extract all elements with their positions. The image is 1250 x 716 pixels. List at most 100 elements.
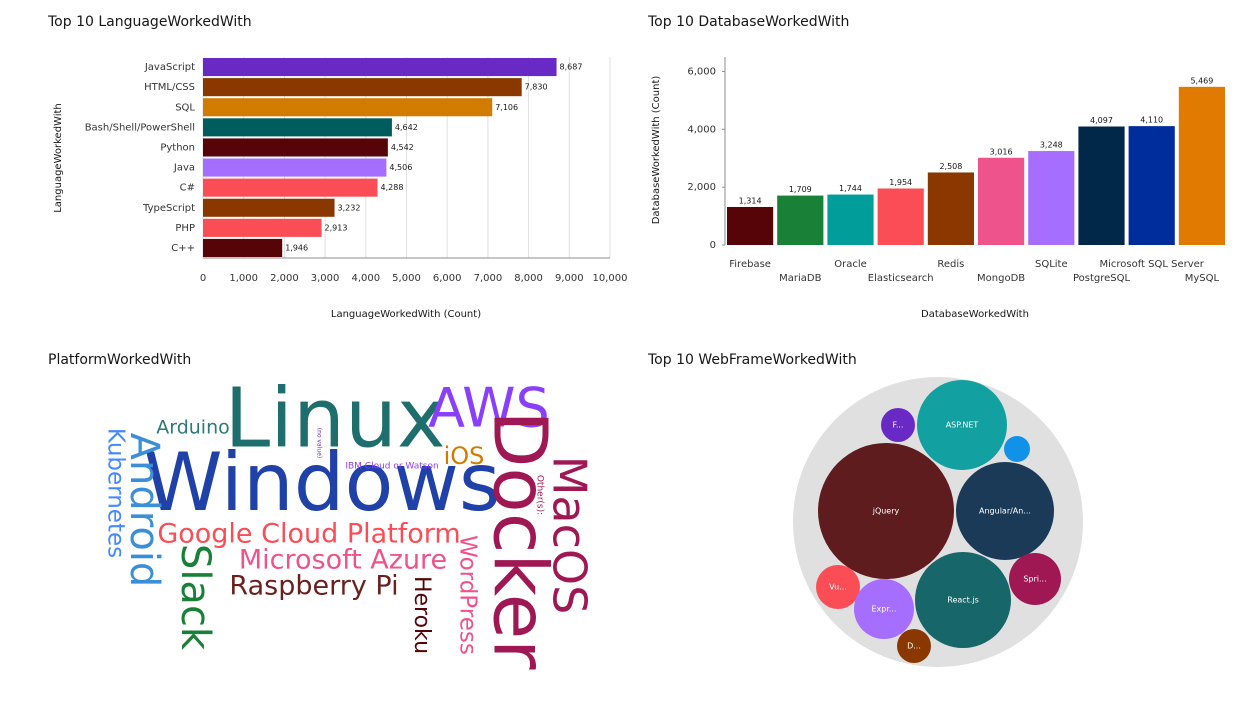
x-tick-label: 9,000 [555, 273, 584, 284]
word: (no value) [316, 428, 323, 458]
y-tick-label: SQL [175, 102, 195, 113]
bar [203, 98, 493, 117]
x-tick-label: Oracle [834, 259, 867, 270]
bubble [915, 552, 1011, 648]
value-label: 7,106 [495, 103, 518, 112]
word: Arduino [156, 417, 230, 439]
bubble-label: D... [907, 642, 921, 651]
word: IBM Cloud or Watson [345, 462, 438, 472]
y-tick-label: 6,000 [687, 66, 716, 77]
x-tick-label: 4,000 [351, 273, 380, 284]
y-axis-label: LanguageWorkedWith [53, 103, 64, 213]
bubble [816, 565, 860, 609]
y-tick-label: 2,000 [687, 182, 716, 193]
chart-title: PlatformWorkedWith [48, 352, 191, 368]
x-tick-label: Firebase [729, 259, 771, 270]
bar [203, 78, 522, 97]
word: WordPress [455, 535, 481, 655]
bar [877, 188, 924, 245]
value-label: 8,687 [560, 63, 583, 72]
value-label: 4,506 [389, 163, 412, 172]
word: Raspberry Pi [229, 571, 398, 602]
bubble-label: React.js [947, 596, 979, 605]
value-label: 4,542 [391, 143, 414, 152]
bar [1078, 126, 1125, 245]
word: Slack [172, 544, 218, 651]
bubble-label: Vu... [829, 583, 847, 592]
bubble [897, 629, 931, 663]
value-label: 5,469 [1190, 76, 1213, 85]
bar [203, 178, 378, 197]
word: Other(s): [535, 475, 545, 515]
word: Android [121, 433, 167, 588]
x-tick-label: 6,000 [433, 273, 462, 284]
bubble-label: Angular/An... [979, 507, 1031, 516]
y-tick-label: JavaScript [144, 62, 195, 73]
value-label: 1,954 [889, 178, 912, 187]
y-tick-label: HTML/CSS [144, 82, 195, 93]
bar [727, 206, 774, 245]
y-tick-label: C# [180, 183, 195, 194]
bar [203, 138, 388, 157]
x-tick-label: MySQL [1185, 273, 1220, 284]
bar [203, 158, 387, 177]
bubble-label: ASP.NET [946, 421, 979, 430]
y-tick-label: 4,000 [687, 124, 716, 135]
bar [203, 238, 283, 257]
value-label: 4,288 [381, 183, 404, 192]
bubble-label: Spri... [1023, 575, 1046, 584]
y-tick-label: Java [173, 163, 195, 174]
bar [203, 58, 557, 77]
bubble [917, 380, 1007, 470]
bar [1128, 126, 1175, 245]
value-label: 3,232 [338, 203, 361, 212]
x-tick-label: Elasticsearch [868, 273, 934, 284]
word: MacOS [543, 456, 597, 615]
x-tick-label: 10,000 [593, 273, 628, 284]
y-tick-label: 0 [710, 240, 716, 251]
x-tick-label: 3,000 [311, 273, 340, 284]
word: Google Cloud Platform [157, 519, 460, 550]
bubble-label: Expr... [871, 605, 896, 614]
value-label: 4,097 [1090, 116, 1113, 125]
bar [1178, 86, 1225, 245]
value-label: 4,642 [395, 123, 418, 132]
x-axis-label: DatabaseWorkedWith [921, 309, 1029, 320]
bar [203, 218, 322, 237]
bubble [1009, 553, 1061, 605]
x-tick-label: MongoDB [977, 273, 1025, 284]
x-tick-label: SQLite [1035, 259, 1068, 270]
value-label: 1,744 [839, 184, 862, 193]
value-label: 1,709 [789, 185, 812, 194]
x-tick-label: MariaDB [779, 273, 821, 284]
y-tick-label: Python [160, 142, 195, 153]
bar [827, 194, 874, 245]
chart-title: Top 10 WebFrameWorkedWith [647, 352, 857, 368]
value-label: 2,508 [939, 162, 962, 171]
bar [927, 172, 974, 245]
bar [203, 198, 335, 217]
bubble [1004, 436, 1030, 462]
y-tick-label: C++ [171, 243, 195, 254]
bar [1028, 151, 1075, 245]
value-label: 1,314 [739, 196, 762, 205]
value-label: 3,016 [990, 147, 1013, 156]
word: AWS [428, 377, 550, 440]
x-tick-label: 2,000 [270, 273, 299, 284]
value-label: 3,248 [1040, 141, 1063, 150]
x-tick-label: Microsoft SQL Server [1099, 259, 1204, 270]
value-label: 2,913 [325, 223, 348, 232]
bubble-label: F... [893, 421, 904, 430]
word: Kubernetes [103, 428, 129, 558]
word: Microsoft Azure [239, 545, 447, 576]
word: Linux [225, 371, 446, 466]
bubble [881, 408, 915, 442]
value-label: 1,946 [285, 243, 308, 252]
bubble [818, 443, 954, 579]
x-tick-label: Redis [937, 259, 964, 270]
x-tick-label: 1,000 [229, 273, 258, 284]
y-axis-label: DatabaseWorkedWith (Count) [651, 76, 662, 225]
x-tick-label: PostgreSQL [1073, 273, 1131, 284]
